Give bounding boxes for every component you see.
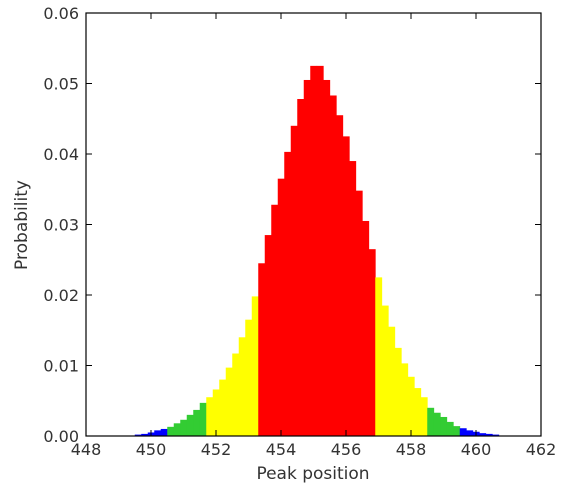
y-tick-label-5: 0.05 [43, 75, 79, 94]
x-tick-label-7: 462 [526, 440, 557, 459]
x-tick-label-5: 458 [396, 440, 427, 459]
histogram-bar-55 [492, 434, 500, 436]
x-tick-label-3: 454 [266, 440, 297, 459]
histogram-bar-54 [485, 433, 493, 436]
histogram-bar-15 [232, 353, 240, 436]
histogram-bar-42 [407, 376, 415, 436]
histogram-bar-41 [401, 363, 409, 436]
histogram-bar-51 [466, 430, 474, 436]
histogram-bar-40 [394, 347, 402, 436]
histogram-bar-4 [160, 428, 168, 436]
histogram-bar-11 [206, 397, 214, 436]
histogram-bar-26 [303, 79, 311, 436]
histogram-bar-17 [245, 319, 253, 436]
histogram-bar-13 [219, 379, 227, 436]
histogram-bar-32 [342, 136, 350, 436]
y-tick-label-0: 0.00 [43, 427, 79, 446]
histogram-bar-23 [284, 151, 292, 436]
y-tick-label-1: 0.01 [43, 357, 79, 376]
histogram-bar-33 [349, 161, 357, 437]
histogram-bar-46 [433, 412, 441, 436]
histogram-bar-44 [420, 397, 428, 436]
histogram-bar-28 [316, 65, 324, 436]
histogram-bar-53 [479, 433, 487, 436]
histogram-bar-7 [180, 419, 188, 436]
histogram-bars [134, 65, 500, 437]
histogram-bar-6 [173, 423, 181, 436]
histogram-bar-3 [154, 430, 162, 436]
histogram-bar-30 [329, 95, 337, 437]
histogram-bar-10 [199, 402, 207, 436]
y-tick-label-2: 0.02 [43, 286, 79, 305]
x-tick-label-2: 452 [201, 440, 232, 459]
histogram-bar-37 [375, 277, 383, 436]
histogram-bar-21 [271, 204, 279, 436]
histogram-bar-45 [427, 407, 435, 436]
histogram-bar-29 [323, 79, 331, 436]
histogram-bar-5 [167, 426, 175, 436]
histogram-bar-34 [355, 190, 363, 436]
x-axis-label: Peak position [256, 464, 369, 484]
histogram-bar-39 [388, 326, 396, 436]
histogram-bar-50 [459, 428, 467, 436]
histogram-bar-38 [381, 305, 389, 436]
histogram-bar-31 [336, 115, 344, 436]
histogram-bar-35 [362, 220, 370, 436]
axis-ticks: 448 450 452 454 456 458 460 462 0.00 0.01 0.02 0.03… [43, 4, 556, 459]
y-tick-label-4: 0.04 [43, 145, 79, 164]
y-tick-label-3: 0.03 [43, 216, 79, 235]
histogram-bar-49 [453, 426, 461, 436]
histogram-bar-48 [446, 421, 454, 436]
histogram-bar-22 [277, 178, 285, 437]
histogram-bar-20 [264, 235, 272, 436]
histogram-bar-8 [186, 414, 194, 436]
x-tick-label-6: 460 [461, 440, 492, 459]
histogram-bar-16 [238, 337, 246, 436]
x-tick-label-0: 448 [71, 440, 102, 459]
histogram-bar-27 [310, 65, 318, 436]
histogram-bar-0 [134, 434, 142, 436]
histogram-bar-14 [225, 367, 233, 436]
histogram-bar-47 [440, 416, 448, 436]
x-tick-label-1: 450 [136, 440, 167, 459]
histogram-bar-18 [251, 296, 259, 436]
histogram-bar-24 [290, 125, 298, 437]
histogram-bar-43 [414, 388, 422, 436]
histogram-bar-12 [212, 389, 220, 436]
x-tick-label-4: 456 [331, 440, 362, 459]
histogram-bar-25 [297, 99, 305, 436]
histogram-bar-1 [141, 433, 149, 436]
histogram-bar-36 [368, 249, 376, 436]
y-tick-label-6: 0.06 [43, 4, 79, 23]
y-axis-label: Probability [12, 180, 32, 270]
histogram-bar-9 [193, 409, 201, 436]
histogram-bar-19 [258, 263, 266, 436]
